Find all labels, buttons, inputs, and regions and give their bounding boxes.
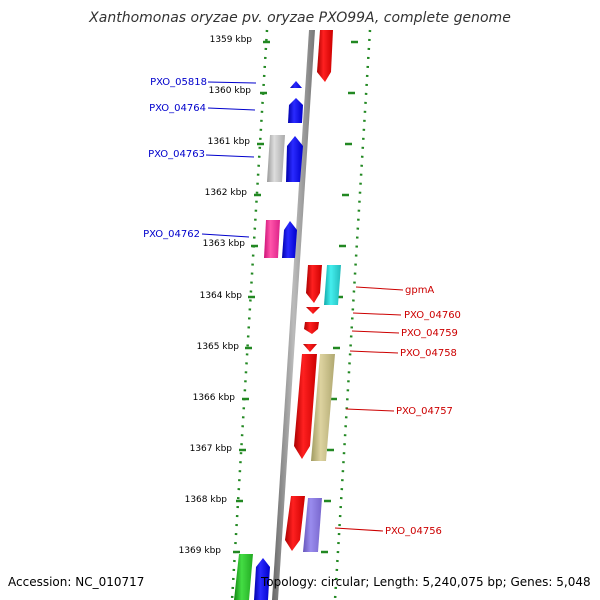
tick-label: 1364 kbp bbox=[200, 291, 243, 301]
gene-arrow-pxo-04762[interactable] bbox=[282, 221, 297, 258]
gene-label-pxo-04762[interactable]: PXO_04762 bbox=[143, 229, 200, 240]
leader-line-pxo-04764 bbox=[207, 107, 256, 111]
tick-label: 1359 kbp bbox=[210, 35, 253, 45]
gene-label-pxo-04764[interactable]: PXO_04764 bbox=[149, 103, 206, 114]
gene-label-pxo-04759[interactable]: PXO_04759 bbox=[401, 328, 458, 339]
tick-label: 1365 kbp bbox=[197, 342, 240, 352]
accession-text: Accession: NC_010717 bbox=[8, 575, 145, 589]
gene-arrow-pxo-04757[interactable] bbox=[294, 354, 317, 459]
leader-line-pxo-04758 bbox=[349, 350, 399, 354]
leader-line-pxo-05818 bbox=[207, 81, 257, 84]
gene-block-pxo-04762-pink[interactable] bbox=[264, 220, 280, 258]
gene-arrow-bottom-blue[interactable] bbox=[254, 558, 270, 600]
gene-label-gpma[interactable]: gpmA bbox=[405, 285, 434, 296]
leader-line-pxo-04759 bbox=[351, 330, 400, 334]
tick-label: 1361 kbp bbox=[208, 137, 251, 147]
leader-line-pxo-04762 bbox=[201, 233, 250, 238]
gene-arrow-pxo-04756[interactable] bbox=[285, 496, 305, 551]
gene-arrow-pxo-05818[interactable] bbox=[290, 81, 302, 88]
leader-line-pxo-04760 bbox=[352, 312, 402, 316]
gene-block-gpma-cyan[interactable] bbox=[324, 265, 341, 305]
gene-label-pxo-04758[interactable]: PXO_04758 bbox=[400, 348, 457, 359]
gene-label-pxo-04757[interactable]: PXO_04757 bbox=[396, 406, 453, 417]
leader-line-gpma bbox=[355, 286, 404, 291]
genome-backbone bbox=[272, 30, 315, 600]
gene-label-pxo-05818[interactable]: PXO_05818 bbox=[150, 77, 207, 88]
gene-label-pxo-04760[interactable]: PXO_04760 bbox=[404, 310, 461, 321]
gene-arrow-gpma[interactable] bbox=[306, 265, 322, 303]
gene-block-pxo-04756-purple[interactable] bbox=[303, 498, 322, 552]
tick-label: 1367 kbp bbox=[190, 444, 233, 454]
tick-label: 1360 kbp bbox=[209, 86, 252, 96]
tick-label: 1368 kbp bbox=[185, 495, 228, 505]
leader-line-pxo-04757 bbox=[345, 408, 395, 412]
leader-line-pxo-04763 bbox=[205, 154, 255, 158]
genome-title: Xanthomonas oryzae pv. oryzae PXO99A, co… bbox=[89, 10, 511, 26]
gene-label-pxo-04763[interactable]: PXO_04763 bbox=[148, 149, 205, 160]
tick-label: 1369 kbp bbox=[179, 546, 222, 556]
genome-summary-text: Topology: circular; Length: 5,240,075 bp… bbox=[261, 575, 591, 589]
tick-label: 1363 kbp bbox=[203, 239, 246, 249]
right-dotted-border bbox=[333, 29, 372, 600]
left-dotted-border bbox=[230, 29, 269, 600]
tick-label: 1362 kbp bbox=[205, 188, 248, 198]
gene-block-pxo-04757-olive[interactable] bbox=[311, 354, 335, 461]
tick-marks bbox=[233, 40, 358, 554]
gene-arrow-pxo-04758[interactable] bbox=[303, 344, 317, 352]
gene-arrow-top-red[interactable] bbox=[317, 30, 333, 82]
gene-arrow-pxo-04759[interactable] bbox=[304, 322, 319, 334]
tick-label: 1366 kbp bbox=[193, 393, 236, 403]
gene-label-pxo-04756[interactable]: PXO_04756 bbox=[385, 526, 442, 537]
gene-arrow-pxo-04760[interactable] bbox=[306, 307, 320, 314]
gene-block-bottom-green[interactable] bbox=[234, 554, 253, 600]
gene-block-pxo-04763-gray[interactable] bbox=[267, 135, 285, 182]
gene-arrow-pxo-04764[interactable] bbox=[288, 98, 303, 123]
gene-arrow-pxo-04763[interactable] bbox=[286, 136, 303, 182]
leader-line-pxo-04756 bbox=[334, 527, 384, 532]
